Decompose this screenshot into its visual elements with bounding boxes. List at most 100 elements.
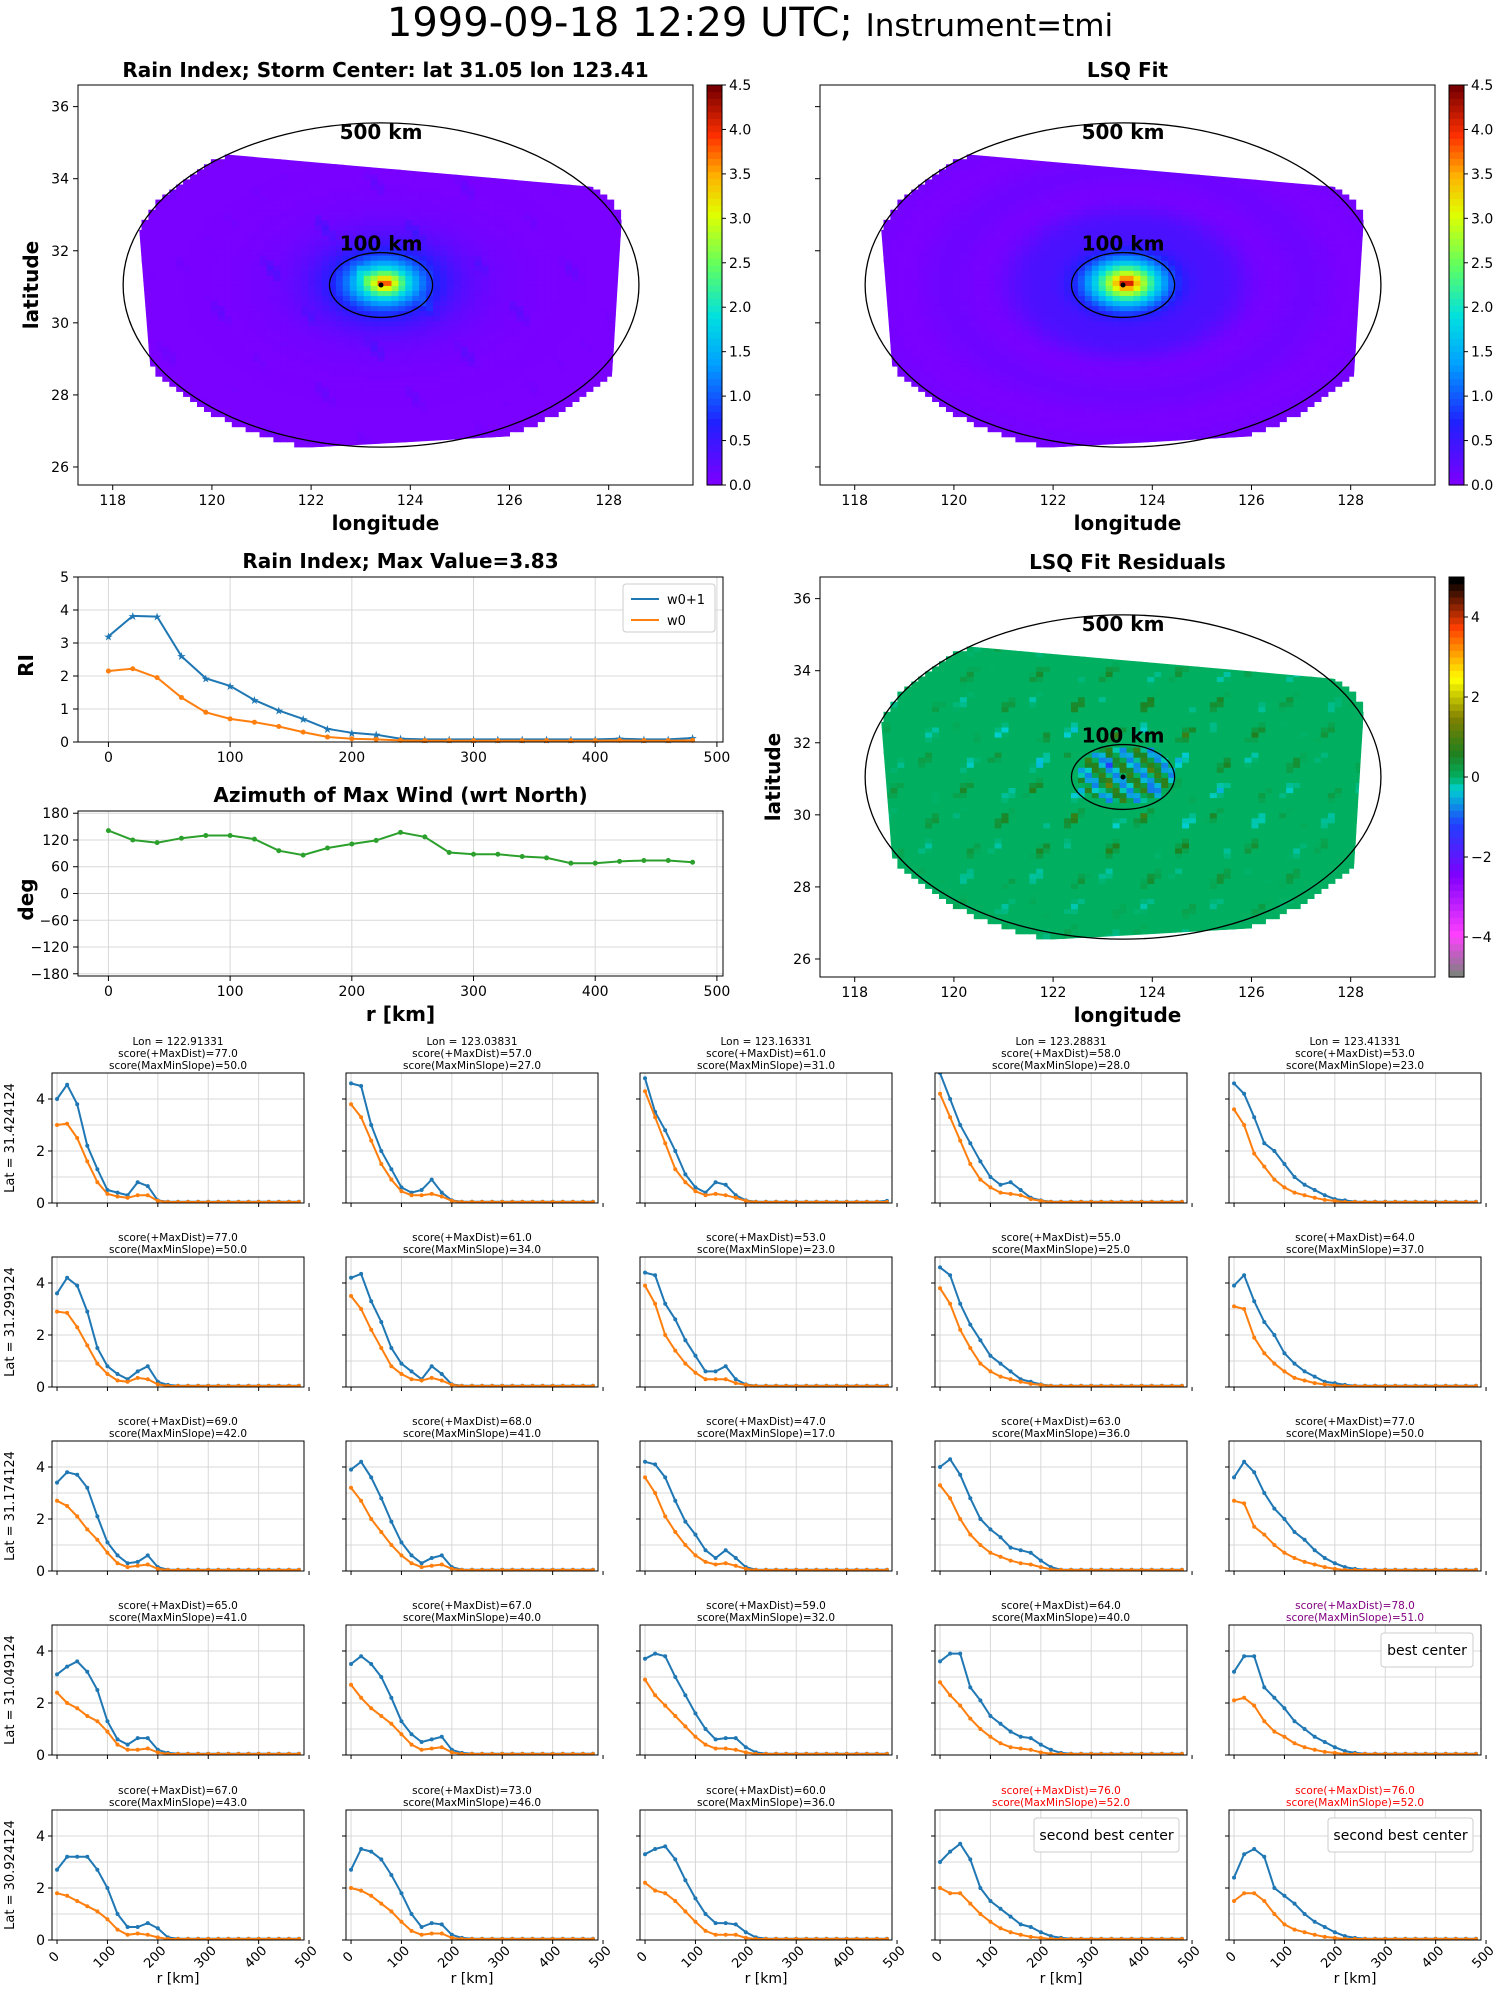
data-point (379, 1496, 383, 1500)
colorbar-tick-label: 2.0 (1471, 300, 1493, 316)
data-point (146, 1563, 150, 1567)
y-tick-label: 4 (36, 1644, 45, 1660)
colorbar-segment (1449, 118, 1464, 125)
panel-header-line: score(+MaxDist)=77.0 (1295, 1416, 1415, 1428)
colorbar-segment (707, 192, 722, 199)
x-tick-label: 118 (99, 493, 126, 509)
data-point (420, 1188, 424, 1192)
data-point (85, 1144, 89, 1148)
colorbar-segment (1449, 850, 1464, 857)
data-point (693, 1533, 697, 1537)
data-point (349, 1276, 353, 1280)
data-point (653, 1115, 657, 1119)
data-point (1252, 1891, 1256, 1895)
data-point (1272, 1886, 1276, 1890)
panel-plot (55, 1083, 301, 1204)
data-point (734, 1748, 738, 1752)
data-point (105, 1886, 109, 1890)
data-point (693, 1735, 697, 1739)
data-point (65, 1504, 69, 1508)
data-point (643, 1852, 647, 1856)
panel-header-line: score(MaxMinSlope)=43.0 (109, 1797, 247, 1809)
panel-plot (349, 1081, 595, 1204)
colorbar-segment (1449, 664, 1464, 671)
data-point (228, 833, 233, 838)
panel-header-line: score(MaxMinSlope)=23.0 (1286, 1060, 1424, 1072)
data-point (1242, 1501, 1246, 1505)
colorbar-segment (1449, 205, 1464, 212)
data-point (1242, 1273, 1246, 1277)
data-point (673, 1530, 677, 1534)
colorbar-tick-label: 0 (1471, 770, 1480, 786)
panel-header-line: score(+MaxDist)=73.0 (412, 1785, 532, 1797)
data-point (978, 1159, 982, 1163)
data-point (1019, 1747, 1023, 1751)
data-point (106, 828, 111, 833)
colorbar-segment (1449, 717, 1464, 724)
colorbar-segment (1449, 178, 1464, 185)
data-point (379, 1346, 383, 1350)
colorbar-segment (707, 152, 722, 159)
data-point (734, 1377, 738, 1381)
data-point (410, 1732, 414, 1736)
data-point (673, 1149, 677, 1153)
grid-panel: score(+MaxDist)=68.0score(MaxMinSlope)=4… (342, 1416, 603, 1575)
data-point (673, 1675, 677, 1679)
data-point: ★ (250, 694, 260, 707)
series-line (940, 1288, 1182, 1386)
data-point (136, 1180, 140, 1184)
data-point (1313, 1563, 1317, 1567)
x-tick-label: 100 (91, 1943, 119, 1971)
data-point (146, 1747, 150, 1751)
data-point (1272, 1362, 1276, 1366)
data-point (379, 1530, 383, 1534)
data-point (999, 1907, 1003, 1911)
data-point (420, 1748, 424, 1752)
panel-header-line: Lon = 123.03831 (427, 1036, 518, 1048)
colorbar-segment (1449, 917, 1464, 924)
data-point (1323, 1382, 1327, 1386)
data-point (156, 1382, 160, 1386)
data-point (65, 1276, 69, 1280)
data-point (1313, 1735, 1317, 1739)
data-point (1029, 1551, 1033, 1555)
data-point (105, 1730, 109, 1734)
data-point: ★ (225, 680, 235, 693)
x-tick-label: 300 (460, 750, 487, 766)
data-point (988, 1527, 992, 1531)
x-axis-label: longitude (1074, 511, 1182, 535)
x-tick-label: 128 (595, 493, 622, 509)
data-point (704, 1548, 708, 1552)
data-point (663, 1302, 667, 1306)
data-point (65, 1701, 69, 1705)
colorbar-segment (1449, 837, 1464, 844)
data-point (126, 1933, 130, 1937)
panel-header-line: score(MaxMinSlope)=50.0 (1286, 1428, 1424, 1440)
y-tick-label: 30 (793, 808, 811, 824)
data-point (440, 1195, 444, 1199)
data-point (1313, 1188, 1317, 1192)
series-line (57, 1893, 299, 1939)
colorbar-segment (707, 318, 722, 325)
storm-center-marker (1121, 283, 1126, 288)
data-point (85, 1310, 89, 1314)
data-point (1039, 1750, 1043, 1754)
y-tick-label: 36 (51, 100, 69, 116)
panel-plot (1232, 1460, 1478, 1572)
data-point (1333, 1745, 1337, 1749)
series-line (940, 1459, 1182, 1570)
data-point (734, 1736, 738, 1740)
colorbar-segment (707, 105, 722, 112)
panel-header-line: score(+MaxDist)=57.0 (412, 1048, 532, 1060)
panel-header-line: score(+MaxDist)=69.0 (118, 1416, 238, 1428)
series-line (108, 616, 692, 740)
plot-frame (640, 1810, 892, 1940)
colorbar-segment (1449, 844, 1464, 851)
data-point (116, 1191, 120, 1195)
colorbar-segment (707, 412, 722, 419)
data-point (1282, 1351, 1286, 1355)
colorbar-segment (707, 345, 722, 352)
colorbar-segment (707, 238, 722, 245)
figure-title-date: 1999-09-18 12:29 UTC; (387, 0, 853, 46)
data-point (1019, 1561, 1023, 1565)
